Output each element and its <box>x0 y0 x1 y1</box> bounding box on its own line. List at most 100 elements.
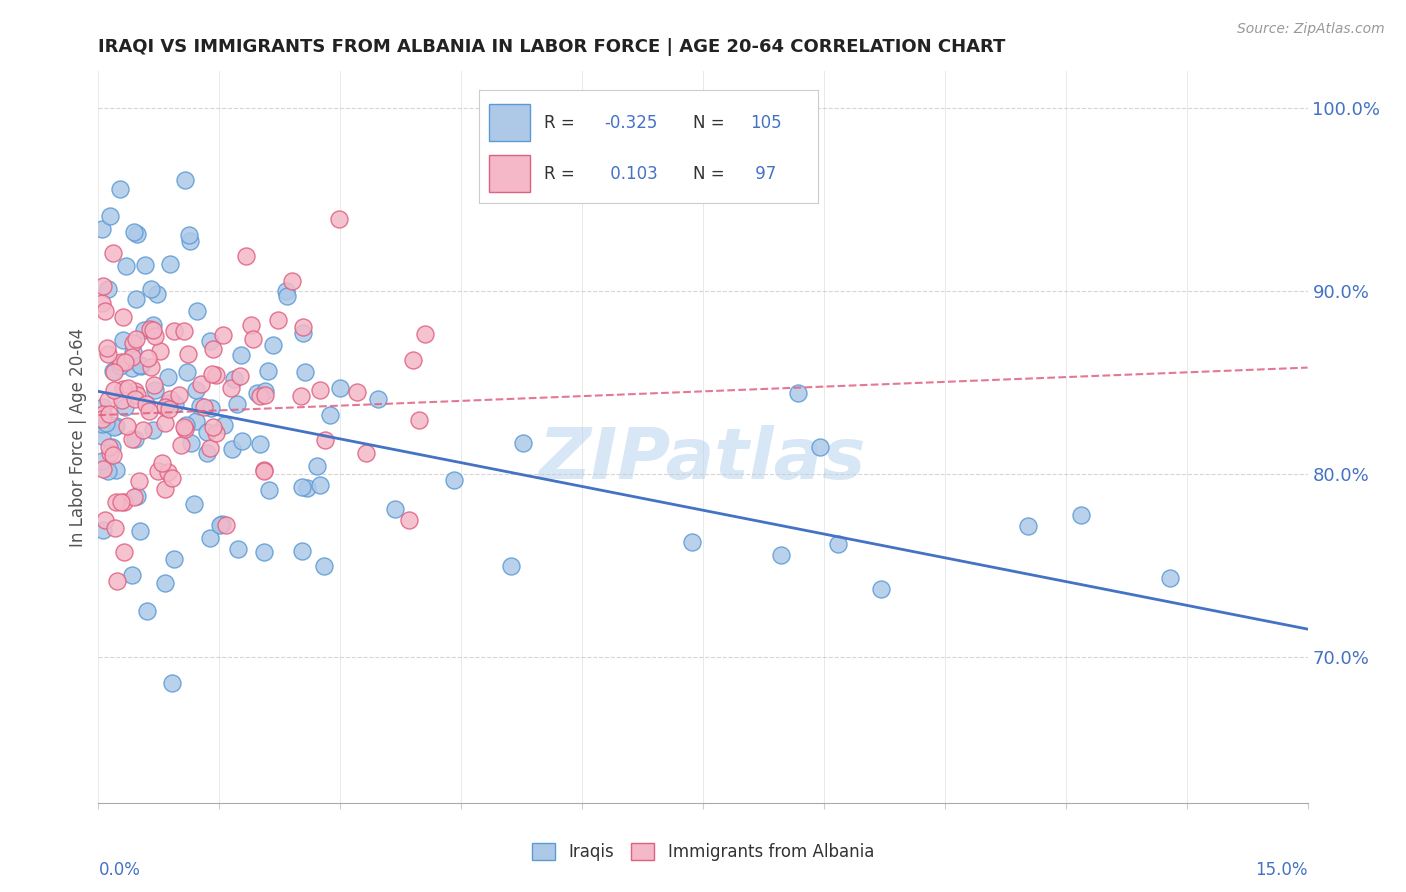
Point <box>257 483 280 498</box>
Point <box>249 437 271 451</box>
Point <box>122 225 145 239</box>
Point <box>129 359 152 373</box>
Point <box>143 329 166 343</box>
Point <box>183 497 205 511</box>
Point <box>157 402 180 417</box>
Point <box>200 531 222 545</box>
Point <box>262 338 284 352</box>
Point <box>91 523 114 537</box>
Point <box>1017 519 1039 533</box>
Point <box>157 396 180 410</box>
Point <box>253 544 276 558</box>
Point <box>198 441 221 455</box>
Point <box>188 399 211 413</box>
Point <box>142 318 165 333</box>
Point <box>94 513 117 527</box>
Point <box>173 420 195 434</box>
Point <box>103 383 125 397</box>
Point <box>224 372 246 386</box>
Point <box>115 259 138 273</box>
Point <box>235 249 257 263</box>
Point <box>167 388 190 402</box>
Point <box>142 323 165 337</box>
Point <box>103 420 125 434</box>
Point <box>180 436 202 450</box>
Point <box>142 423 165 437</box>
Point <box>104 521 127 535</box>
Point <box>97 464 120 478</box>
Point <box>104 419 127 434</box>
Point <box>205 368 228 383</box>
Point <box>190 376 212 391</box>
Point <box>125 227 148 241</box>
Point <box>121 350 143 364</box>
Point <box>93 304 115 318</box>
Point <box>153 482 176 496</box>
Point <box>97 408 120 422</box>
Point <box>105 574 128 588</box>
Point <box>808 440 831 454</box>
Point <box>103 246 125 260</box>
Point <box>146 287 169 301</box>
Point <box>314 434 336 448</box>
Point <box>354 446 377 460</box>
Point <box>91 222 114 236</box>
Point <box>91 407 114 421</box>
Point <box>156 369 179 384</box>
Point <box>253 384 276 398</box>
Point <box>163 552 186 566</box>
Point <box>200 401 222 415</box>
Point <box>869 582 891 597</box>
Point <box>97 393 120 408</box>
Point <box>295 481 318 495</box>
Point <box>226 542 249 557</box>
Point <box>211 516 233 531</box>
Point <box>124 432 146 446</box>
Point <box>97 346 120 360</box>
Text: 0.0%: 0.0% <box>98 862 141 880</box>
Point <box>132 323 155 337</box>
Point <box>186 383 208 397</box>
Point <box>787 385 810 400</box>
Point <box>128 474 150 488</box>
Point <box>110 355 132 369</box>
Point <box>681 535 703 549</box>
Point <box>294 365 316 379</box>
Point <box>312 558 335 573</box>
Point <box>246 385 269 400</box>
Point <box>305 458 328 473</box>
Point <box>176 418 198 433</box>
Point <box>150 456 173 470</box>
Point <box>256 363 278 377</box>
Legend: Iraqis, Immigrants from Albania: Iraqis, Immigrants from Albania <box>526 836 880 868</box>
Point <box>135 396 157 410</box>
Point <box>112 383 135 397</box>
Point <box>173 422 195 436</box>
Point <box>179 235 201 249</box>
Point <box>165 397 187 411</box>
Point <box>112 495 135 509</box>
Point <box>122 491 145 505</box>
Point <box>121 568 143 582</box>
Point <box>176 347 198 361</box>
Point <box>97 281 120 295</box>
Point <box>153 576 176 591</box>
Point <box>91 411 114 425</box>
Point <box>242 332 264 346</box>
Text: Source: ZipAtlas.com: Source: ZipAtlas.com <box>1237 22 1385 37</box>
Point <box>124 392 146 406</box>
Point <box>121 360 143 375</box>
Point <box>160 470 183 484</box>
Point <box>91 462 114 476</box>
Point <box>252 464 274 478</box>
Point <box>184 414 207 428</box>
Point <box>398 514 420 528</box>
Point <box>134 258 156 272</box>
Point <box>96 416 118 430</box>
Point <box>114 354 136 368</box>
Point <box>110 495 132 509</box>
Point <box>200 334 222 348</box>
Point <box>221 442 243 457</box>
Point <box>292 319 315 334</box>
Text: ZIPatlas: ZIPatlas <box>540 425 866 493</box>
